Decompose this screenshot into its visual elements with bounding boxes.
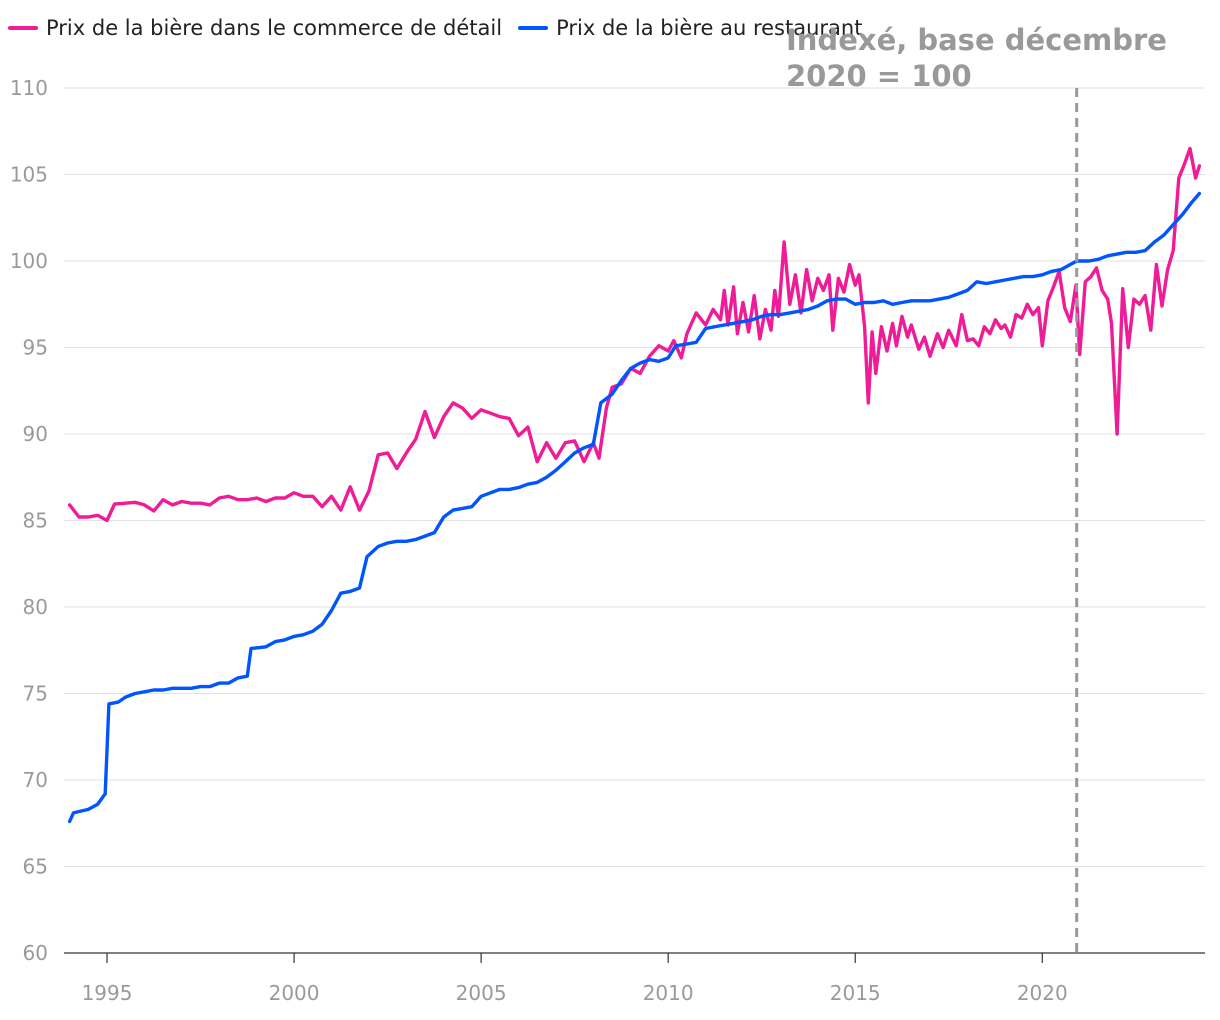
x-tick-label: 1995 [82, 981, 133, 1005]
legend-item-restaurant[interactable]: Prix de la bière au restaurant [518, 16, 862, 40]
y-tick-label: 70 [23, 768, 48, 792]
chart-annotation: Indexé, base décembre 2020 = 100 [786, 23, 1167, 93]
y-tick-label: 85 [23, 509, 48, 533]
y-tick-label: 100 [10, 249, 48, 273]
y-tick-label: 90 [23, 422, 48, 446]
y-tick-label: 60 [23, 941, 48, 965]
legend-item-retail[interactable]: Prix de la bière dans le commerce de dét… [8, 16, 502, 40]
legend-label-restaurant: Prix de la bière au restaurant [556, 16, 863, 40]
series-line-retail [67, 146, 1202, 523]
y-tick-label: 95 [23, 336, 48, 360]
legend-swatch-retail [8, 26, 38, 30]
series-line-restaurant [67, 191, 1202, 824]
legend-swatch-restaurant [518, 26, 549, 30]
legend-label-retail: Prix de la bière dans le commerce de dét… [46, 16, 503, 40]
y-tick-label: 75 [23, 682, 48, 706]
y-tick-label: 110 [10, 76, 48, 100]
y-tick-label: 65 [23, 855, 48, 879]
y-tick-label: 105 [10, 163, 48, 187]
x-tick-label: 2020 [1017, 981, 1068, 1005]
y-tick-label: 80 [23, 595, 48, 619]
x-tick-label: 2015 [830, 981, 881, 1005]
x-tick-label: 2000 [269, 981, 320, 1005]
x-tick-label: 2005 [456, 981, 507, 1005]
x-axis: 1995 2000 2005 2010 2015 2020 [82, 953, 1068, 1005]
legend: Prix de la bière dans le commerce de dét… [8, 16, 878, 40]
grid-lines [64, 87, 1205, 954]
y-axis: 60 65 70 75 80 85 90 95 100 105 110 [10, 76, 48, 965]
series-lines [67, 146, 1202, 824]
x-tick-label: 2010 [643, 981, 694, 1005]
